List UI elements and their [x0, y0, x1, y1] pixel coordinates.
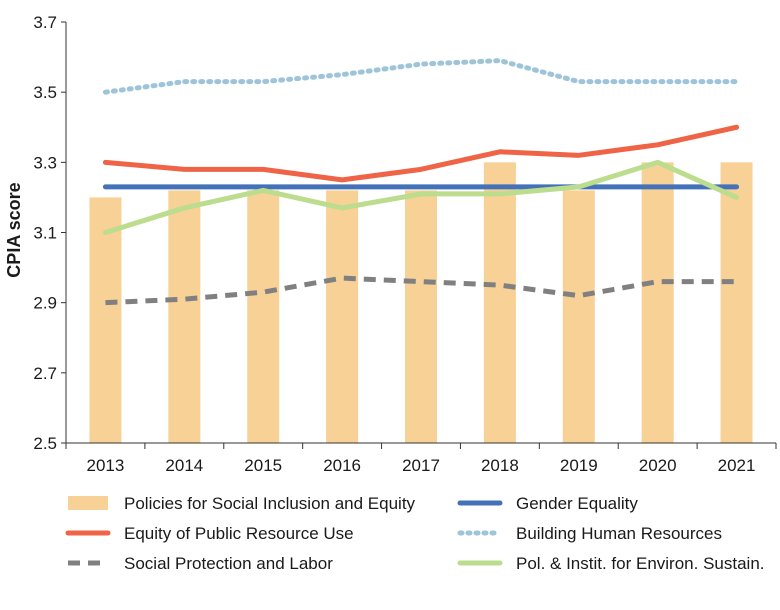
x-tick-label: 2018 [481, 456, 519, 475]
series-line [102, 58, 740, 95]
x-tick-label: 2020 [639, 456, 677, 475]
bar [641, 162, 674, 444]
x-tick-label: 2019 [560, 456, 598, 475]
x-tick-label: 2021 [718, 456, 756, 475]
series-line [102, 124, 740, 183]
legend-label: Equity of Public Resource Use [124, 524, 354, 543]
bar [168, 190, 201, 443]
bar [405, 190, 437, 443]
x-tick-label: 2015 [244, 456, 282, 475]
bar [562, 190, 595, 443]
y-tick-label: 2.5 [33, 434, 57, 453]
bar-group [89, 162, 753, 444]
y-tick-label: 2.9 [33, 294, 57, 313]
y-tick-label: 3.5 [33, 83, 57, 102]
x-ticks: 2013 2014 2015 2016 2017 2018 2019 2020 2021 [65, 443, 777, 475]
bar [89, 197, 122, 443]
bar [720, 162, 753, 444]
bar [483, 162, 516, 444]
series-line [102, 159, 740, 235]
y-tick-label: 3.7 [33, 13, 57, 32]
x-tick-label: 2017 [402, 456, 440, 475]
legend: Policies for Social Inclusion and Equity… [65, 494, 765, 573]
legend-swatch [68, 496, 108, 510]
legend-label: Pol. & Instit. for Environ. Sustain. [516, 554, 765, 573]
y-axis-label: CPIA score [4, 182, 24, 277]
y-tick-label: 3.1 [33, 224, 57, 243]
y-tick-label: 2.7 [33, 364, 57, 383]
legend-label: Building Human Resources [516, 524, 722, 543]
bar [326, 190, 359, 443]
legend-label: Gender Equality [516, 494, 638, 513]
x-tick-label: 2013 [87, 456, 125, 475]
y-tick-label: 3.3 [33, 153, 57, 172]
series-line [105, 275, 737, 306]
line-group [102, 58, 740, 306]
x-tick-label: 2016 [323, 456, 361, 475]
bar [247, 190, 280, 443]
x-tick-label: 2014 [165, 456, 203, 475]
y-ticks: 2.5 2.7 2.9 3.1 3.3 3.5 3.7 [33, 13, 66, 453]
legend-label: Policies for Social Inclusion and Equity [124, 494, 416, 513]
legend-label: Social Protection and Labor [124, 554, 333, 573]
